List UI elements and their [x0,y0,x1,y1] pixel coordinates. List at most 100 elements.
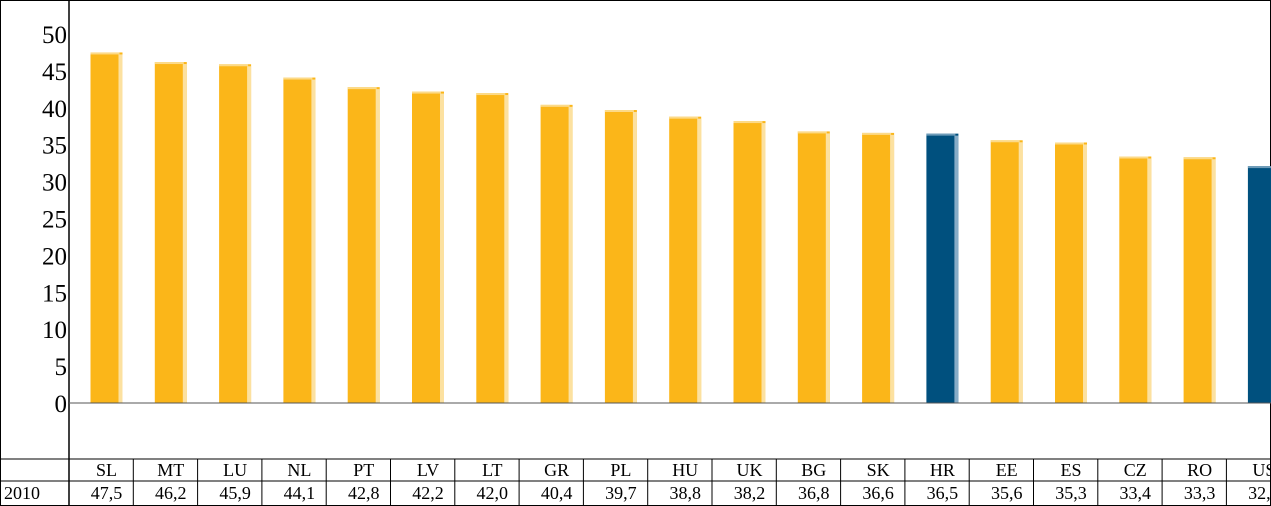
category-label: EE [996,460,1018,480]
y-tick-label: 5 [55,354,68,381]
bar-ro [1183,157,1216,403]
bar-sk [862,132,895,403]
category-label: LU [223,460,247,480]
data-value-cell: 42,0 [477,483,509,503]
bar-uk [733,121,766,404]
bar-top-highlight [1183,157,1213,160]
bar-top-highlight [90,52,120,55]
bar-top-highlight [219,64,249,67]
category-label: PT [353,460,374,480]
category-label: US [1252,460,1271,480]
bar-highlight [311,79,316,404]
bar-top-highlight [862,132,892,135]
bar-es [1055,142,1087,403]
bar-top-highlight [1247,166,1271,169]
bar-highlight [1083,144,1087,403]
bar-ee [990,140,1023,403]
bar-mt [154,62,187,403]
bar-highlight [118,54,123,403]
category-label: HR [930,460,955,480]
table-row-label: 2010 [4,483,40,503]
bar-highlight [1211,159,1216,403]
data-value-cell: 44,1 [284,483,316,503]
category-label: NL [287,460,311,480]
bar-hu [669,116,702,403]
category-label: RO [1187,460,1212,480]
data-value-cell: 40,4 [541,483,573,503]
data-value-cell: 38,2 [734,483,766,503]
data-value-cell: 47,5 [91,483,123,503]
data-value-cell: 39,7 [605,483,637,503]
bar-lv [412,91,444,404]
data-value-cell: 46,2 [155,483,187,503]
data-value-cell: 36,5 [927,483,959,503]
bar-highlight [182,64,187,403]
data-value-cell: 42,2 [412,483,444,503]
data-value-cell: 36,6 [862,483,894,503]
bar-bg [797,131,830,403]
data-value-cell: 35,3 [1055,483,1087,503]
category-label: ES [1060,460,1081,480]
bar-highlight [247,66,252,404]
y-tick-label: 35 [42,133,67,160]
bar-top-highlight [604,110,634,113]
bar-lu [219,64,252,404]
bar-lt [476,93,509,403]
bar-highlight [825,133,830,403]
y-tick-label: 50 [42,22,67,49]
bar-nl [283,77,316,404]
data-value-cell: 35,6 [991,483,1023,503]
data-value-cell: 45,9 [219,483,251,503]
category-label: LT [482,460,502,480]
y-tick-label: 0 [55,391,68,418]
y-tick-label: 30 [42,170,67,197]
bar-highlight [697,118,702,403]
bar-highlight [440,93,444,404]
category-label: HU [672,460,698,480]
bar-top-highlight [283,77,313,80]
bar-top-highlight [990,140,1020,143]
y-tick-label: 10 [42,317,67,344]
bar-highlight [1018,142,1023,403]
bar-hr [926,133,959,403]
bar-top-highlight [540,104,570,107]
data-value-cell: 42,8 [348,483,380,503]
bar-top-highlight [1055,142,1084,145]
bar-top-highlight [476,93,506,96]
category-label: GR [544,460,569,480]
data-value-cell: 33,3 [1184,483,1216,503]
y-tick-label: 40 [42,96,67,123]
bar-highlight [761,123,766,404]
category-label: SL [96,460,117,480]
y-tick-label: 15 [42,280,67,307]
bar-top-highlight [797,131,827,134]
bar-highlight [504,95,509,403]
bar-top-highlight [412,91,441,94]
category-label: CZ [1124,460,1147,480]
data-value-cell: 38,8 [669,483,701,503]
bar-top-highlight [1119,156,1149,159]
bar-highlight [568,106,573,404]
data-value-cell: 33,4 [1120,483,1152,503]
data-value-cell: 32,1 [1248,483,1271,503]
category-label: SK [867,460,890,480]
category-label: BG [801,460,826,480]
bar-top-highlight [154,62,184,65]
y-tick-label: 45 [42,59,67,86]
y-tick-label: 20 [42,243,67,270]
category-label: LV [417,460,439,480]
bar-top-highlight [347,87,377,90]
y-tick-label: 25 [42,207,67,234]
bar-cz [1119,156,1152,403]
bar-gr [540,104,573,404]
bar-us [1247,166,1271,403]
bar-top-highlight [733,121,763,124]
category-label: UK [737,460,763,480]
bar-highlight [375,89,380,404]
bar-highlight [632,112,637,403]
bar-highlight [1147,158,1152,403]
bar-top-highlight [669,116,699,119]
bar-highlight [890,134,895,403]
bar-highlight [954,135,959,403]
